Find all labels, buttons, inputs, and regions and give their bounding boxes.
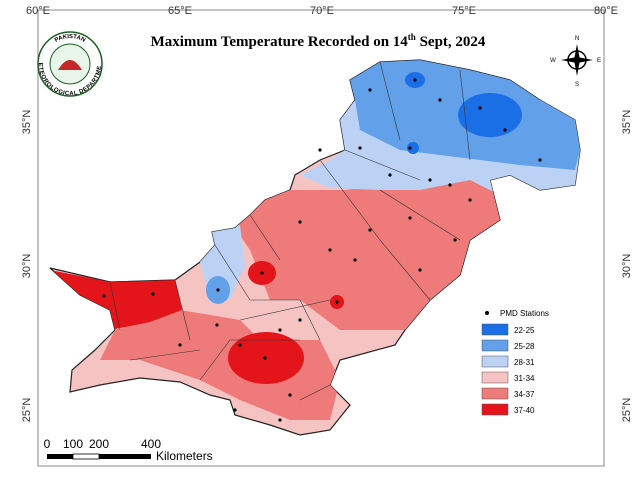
station-dot xyxy=(408,216,412,220)
district-borders xyxy=(109,61,471,401)
station-dot xyxy=(428,178,432,182)
scale-seg xyxy=(72,453,100,460)
scale-tick-label: 200 xyxy=(89,437,109,451)
logo-top-text: PAKISTAN xyxy=(54,34,86,44)
station-dot xyxy=(358,146,362,150)
station-dot xyxy=(298,220,302,224)
compass-n: N xyxy=(575,36,579,42)
scale-tick-label: 0 xyxy=(44,437,51,451)
graticule-labels: 60°E 65°E 70°E 75°E 80°E 35°N 30°N 25°N 35°N 30°N… xyxy=(21,5,633,422)
title-tail: Sept, 2024 xyxy=(416,34,486,50)
scale-tick-label: 400 xyxy=(141,437,161,451)
station-dot xyxy=(468,198,472,202)
latitude-label-right: 25°N xyxy=(621,398,633,423)
longitude-label: 70°E xyxy=(310,5,334,17)
station-dot xyxy=(278,328,282,332)
legend-label: 22-25 xyxy=(514,326,535,335)
station-dot xyxy=(328,248,332,252)
legend-station-dot xyxy=(485,311,489,315)
latitude-label-left: 35°N xyxy=(21,110,33,135)
title-sup: th xyxy=(408,32,416,42)
legend-swatch xyxy=(481,371,509,384)
latitude-label-right: 30°N xyxy=(621,254,633,279)
temperature-zones xyxy=(50,60,580,420)
station-dot xyxy=(178,343,182,347)
compass-w: W xyxy=(550,58,556,64)
legend-label: 25-28 xyxy=(514,342,535,351)
stations xyxy=(102,78,542,422)
zone-34-37 xyxy=(100,310,340,420)
legend: PMD Stations 22-25 25-28 28-31 31-34 34-37 37… xyxy=(481,309,549,416)
zone-34-37 xyxy=(235,175,500,330)
station-dot xyxy=(418,268,422,272)
title-main: Maximum Temperature Recorded on 14 xyxy=(151,34,409,50)
scale-tick-label: 100 xyxy=(63,437,83,451)
legend-label: 31-34 xyxy=(514,374,535,383)
station-dot xyxy=(278,418,282,422)
latitude-label-right: 35°N xyxy=(621,110,633,135)
station-dot xyxy=(438,98,442,102)
station-dot xyxy=(413,78,417,82)
station-dot xyxy=(368,228,372,232)
compass-e: E xyxy=(597,58,601,64)
latitude-label-left: 30°N xyxy=(21,254,33,279)
legend-label: 37-40 xyxy=(514,406,535,415)
compass-needle-h xyxy=(561,57,593,63)
station-dot xyxy=(408,146,412,150)
station-dot xyxy=(368,88,372,92)
compass-s: S xyxy=(575,82,579,88)
station-dot xyxy=(318,148,322,152)
station-dot xyxy=(215,323,219,327)
longitude-label: 75°E xyxy=(452,5,476,17)
station-dot xyxy=(388,173,392,177)
zone-22-25 xyxy=(458,93,522,137)
legend-stations-label: PMD Stations xyxy=(500,309,549,318)
legend-label: 34-37 xyxy=(514,390,535,399)
zone-37-40 xyxy=(50,268,182,330)
map-frame xyxy=(37,9,605,467)
station-dot xyxy=(238,343,242,347)
station-dot xyxy=(353,258,357,262)
station-dot xyxy=(233,408,237,412)
station-dot xyxy=(503,128,507,132)
station-dot xyxy=(260,271,264,275)
legend-swatch xyxy=(481,355,509,368)
latitude-label-left: 25°N xyxy=(21,398,33,423)
station-dot xyxy=(288,393,292,397)
legend-swatch xyxy=(481,403,509,416)
station-dot xyxy=(478,106,482,110)
map-title: Maximum Temperature Recorded on 14th Sep… xyxy=(151,32,486,50)
logo-top-path: PAKISTAN xyxy=(54,34,86,44)
legend-swatch xyxy=(481,387,509,400)
station-dot xyxy=(298,318,302,322)
legend-label: 28-31 xyxy=(514,358,535,367)
scale-seg xyxy=(99,454,151,459)
longitude-label: 60°E xyxy=(26,5,50,17)
station-dot xyxy=(216,288,220,292)
station-dot xyxy=(335,300,339,304)
longitude-label: 80°E xyxy=(594,5,618,17)
legend-swatch xyxy=(481,323,509,336)
station-dot xyxy=(538,158,542,162)
compass: N E S W xyxy=(550,36,601,88)
longitude-label: 65°E xyxy=(168,5,192,17)
station-dot xyxy=(263,356,267,360)
station-dot xyxy=(102,294,106,298)
logo-emblem xyxy=(58,60,82,70)
scale-unit: Kilometers xyxy=(156,449,213,463)
legend-swatch xyxy=(481,339,509,352)
station-dot xyxy=(448,183,452,187)
station-dot xyxy=(453,238,457,242)
zone-22-25 xyxy=(407,142,419,154)
station-dot xyxy=(151,292,155,296)
